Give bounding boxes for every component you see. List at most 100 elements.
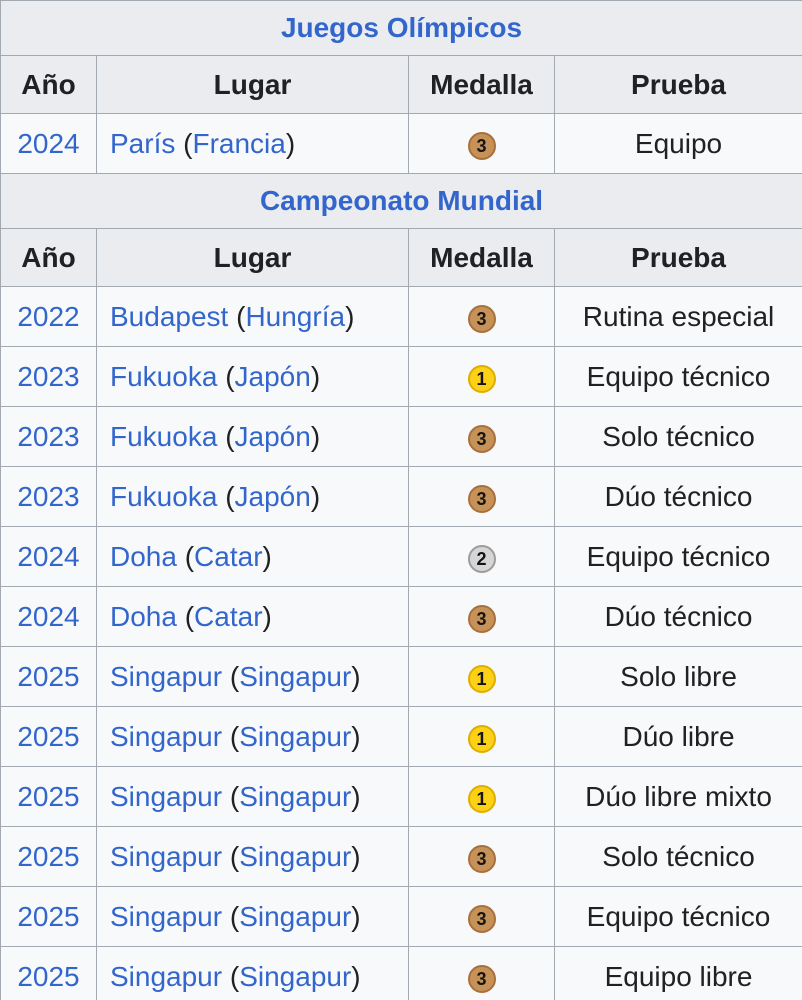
open-paren: ( — [184, 601, 195, 632]
table-row: 2025 Singapur (Singapur) 1 Dúo libre — [0, 706, 802, 767]
year-link[interactable]: 2025 — [17, 721, 80, 752]
close-paren: ) — [351, 661, 361, 692]
year-link[interactable]: 2023 — [17, 361, 80, 392]
country-link[interactable]: Singapur — [239, 961, 352, 992]
place-link[interactable]: París — [110, 128, 176, 159]
silver-medal-icon[interactable]: 2 — [467, 544, 496, 573]
place-cell: Doha (Catar) — [96, 586, 409, 647]
bronze-medal-icon[interactable]: 3 — [467, 484, 496, 513]
open-paren: ( — [184, 541, 195, 572]
year-link[interactable]: 2024 — [17, 541, 80, 572]
year-cell: 2025 — [0, 706, 97, 767]
country-link[interactable]: Hungría — [245, 301, 346, 332]
year-link[interactable]: 2025 — [17, 961, 80, 992]
open-paren: ( — [183, 128, 193, 159]
place-link[interactable]: Singapur — [110, 961, 223, 992]
section-title-link[interactable]: Juegos Olímpicos — [280, 12, 523, 43]
year-cell: 2025 — [0, 946, 97, 1000]
country-link[interactable]: Japón — [234, 481, 311, 512]
section-title-cell: Juegos Olímpicos — [0, 0, 802, 56]
place-link[interactable]: Doha — [110, 601, 177, 632]
table-row: 2024 Doha (Catar) 3 Dúo técnico — [0, 586, 802, 647]
gold-medal-icon[interactable]: 1 — [467, 664, 496, 693]
country-link[interactable]: Singapur — [239, 841, 352, 872]
place-link[interactable]: Fukuoka — [110, 421, 218, 452]
open-paren: ( — [229, 661, 240, 692]
year-link[interactable]: 2025 — [17, 841, 80, 872]
bronze-medal-icon[interactable]: 3 — [467, 844, 496, 873]
place-link[interactable]: Fukuoka — [110, 481, 218, 512]
event-label: Dúo técnico — [553, 466, 802, 527]
event-label: Solo técnico — [553, 826, 802, 887]
country-link[interactable]: Catar — [194, 541, 263, 572]
bronze-medal-icon[interactable]: 3 — [467, 604, 496, 633]
year-link[interactable]: 2025 — [17, 661, 80, 692]
place-link[interactable]: Budapest — [110, 301, 229, 332]
bronze-medal-icon[interactable]: 3 — [467, 424, 496, 453]
year-link[interactable]: 2024 — [17, 601, 80, 632]
place-link[interactable]: Singapur — [110, 901, 223, 932]
close-paren: ) — [262, 601, 272, 632]
column-header-medal: Medalla — [408, 55, 555, 114]
close-paren: ) — [351, 961, 361, 992]
country-link[interactable]: Singapur — [239, 661, 352, 692]
open-paren: ( — [229, 961, 240, 992]
year-cell: 2023 — [0, 346, 97, 407]
close-paren: ) — [351, 781, 361, 812]
column-header-medal: Medalla — [408, 228, 555, 287]
table-row: 2023 Fukuoka (Japón) 3 Dúo técnico — [0, 466, 802, 527]
open-paren: ( — [229, 901, 240, 932]
open-paren: ( — [225, 421, 235, 452]
place-link[interactable]: Doha — [110, 541, 177, 572]
year-link[interactable]: 2025 — [17, 781, 80, 812]
place-cell: Singapur (Singapur) — [96, 646, 409, 707]
section-title-link[interactable]: Campeonato Mundial — [259, 185, 544, 216]
column-header-year: Año — [0, 228, 97, 287]
place-link[interactable]: Singapur — [110, 661, 223, 692]
gold-medal-icon[interactable]: 1 — [467, 364, 496, 393]
bronze-medal-icon[interactable]: 3 — [467, 131, 496, 160]
year-link[interactable]: 2024 — [17, 128, 80, 159]
event-label: Dúo técnico — [553, 586, 802, 647]
country-link[interactable]: Japón — [234, 421, 311, 452]
country-link[interactable]: Singapur — [239, 901, 352, 932]
year-link[interactable]: 2022 — [17, 301, 80, 332]
event-label: Dúo libre mixto — [553, 766, 802, 827]
year-link[interactable]: 2023 — [17, 421, 80, 452]
country-link[interactable]: Japón — [234, 361, 311, 392]
table-row: 2025 Singapur (Singapur) 3 Equipo técnic… — [0, 886, 802, 947]
country-link[interactable]: Singapur — [239, 781, 352, 812]
country-link[interactable]: Catar — [194, 601, 263, 632]
column-header-event: Prueba — [553, 228, 802, 287]
bronze-medal-icon[interactable]: 3 — [467, 964, 496, 993]
place-cell: Budapest (Hungría) — [96, 286, 409, 347]
open-paren: ( — [225, 361, 235, 392]
table-row: 2025 Singapur (Singapur) 1 Solo libre — [0, 646, 802, 707]
table-row: 2023 Fukuoka (Japón) 3 Solo técnico — [0, 406, 802, 467]
place-link[interactable]: Singapur — [110, 781, 223, 812]
country-link[interactable]: Singapur — [239, 721, 352, 752]
place-link[interactable]: Singapur — [110, 841, 223, 872]
bronze-medal-icon[interactable]: 3 — [467, 904, 496, 933]
year-cell: 2025 — [0, 646, 97, 707]
place-link[interactable]: Fukuoka — [110, 361, 218, 392]
year-cell: 2023 — [0, 466, 97, 527]
year-link[interactable]: 2023 — [17, 481, 80, 512]
place-cell: Singapur (Singapur) — [96, 886, 409, 947]
column-header-place: Lugar — [96, 228, 409, 287]
bronze-medal-icon[interactable]: 3 — [467, 304, 496, 333]
gold-medal-icon[interactable]: 1 — [467, 784, 496, 813]
place-link[interactable]: Singapur — [110, 721, 223, 752]
place-cell: Fukuoka (Japón) — [96, 466, 409, 527]
year-cell: 2022 — [0, 286, 97, 347]
event-label: Equipo libre — [553, 946, 802, 1000]
place-cell: Singapur (Singapur) — [96, 706, 409, 767]
column-header-event: Prueba — [553, 55, 802, 114]
place-cell: Singapur (Singapur) — [96, 766, 409, 827]
country-link[interactable]: Francia — [192, 128, 286, 159]
gold-medal-icon[interactable]: 1 — [467, 724, 496, 753]
year-link[interactable]: 2025 — [17, 901, 80, 932]
column-header-year: Año — [0, 55, 97, 114]
